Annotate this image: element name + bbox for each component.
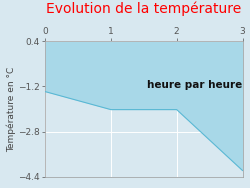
Text: heure par heure: heure par heure — [147, 80, 242, 90]
Title: Evolution de la température: Evolution de la température — [46, 2, 242, 16]
Y-axis label: Température en °C: Température en °C — [7, 66, 16, 152]
